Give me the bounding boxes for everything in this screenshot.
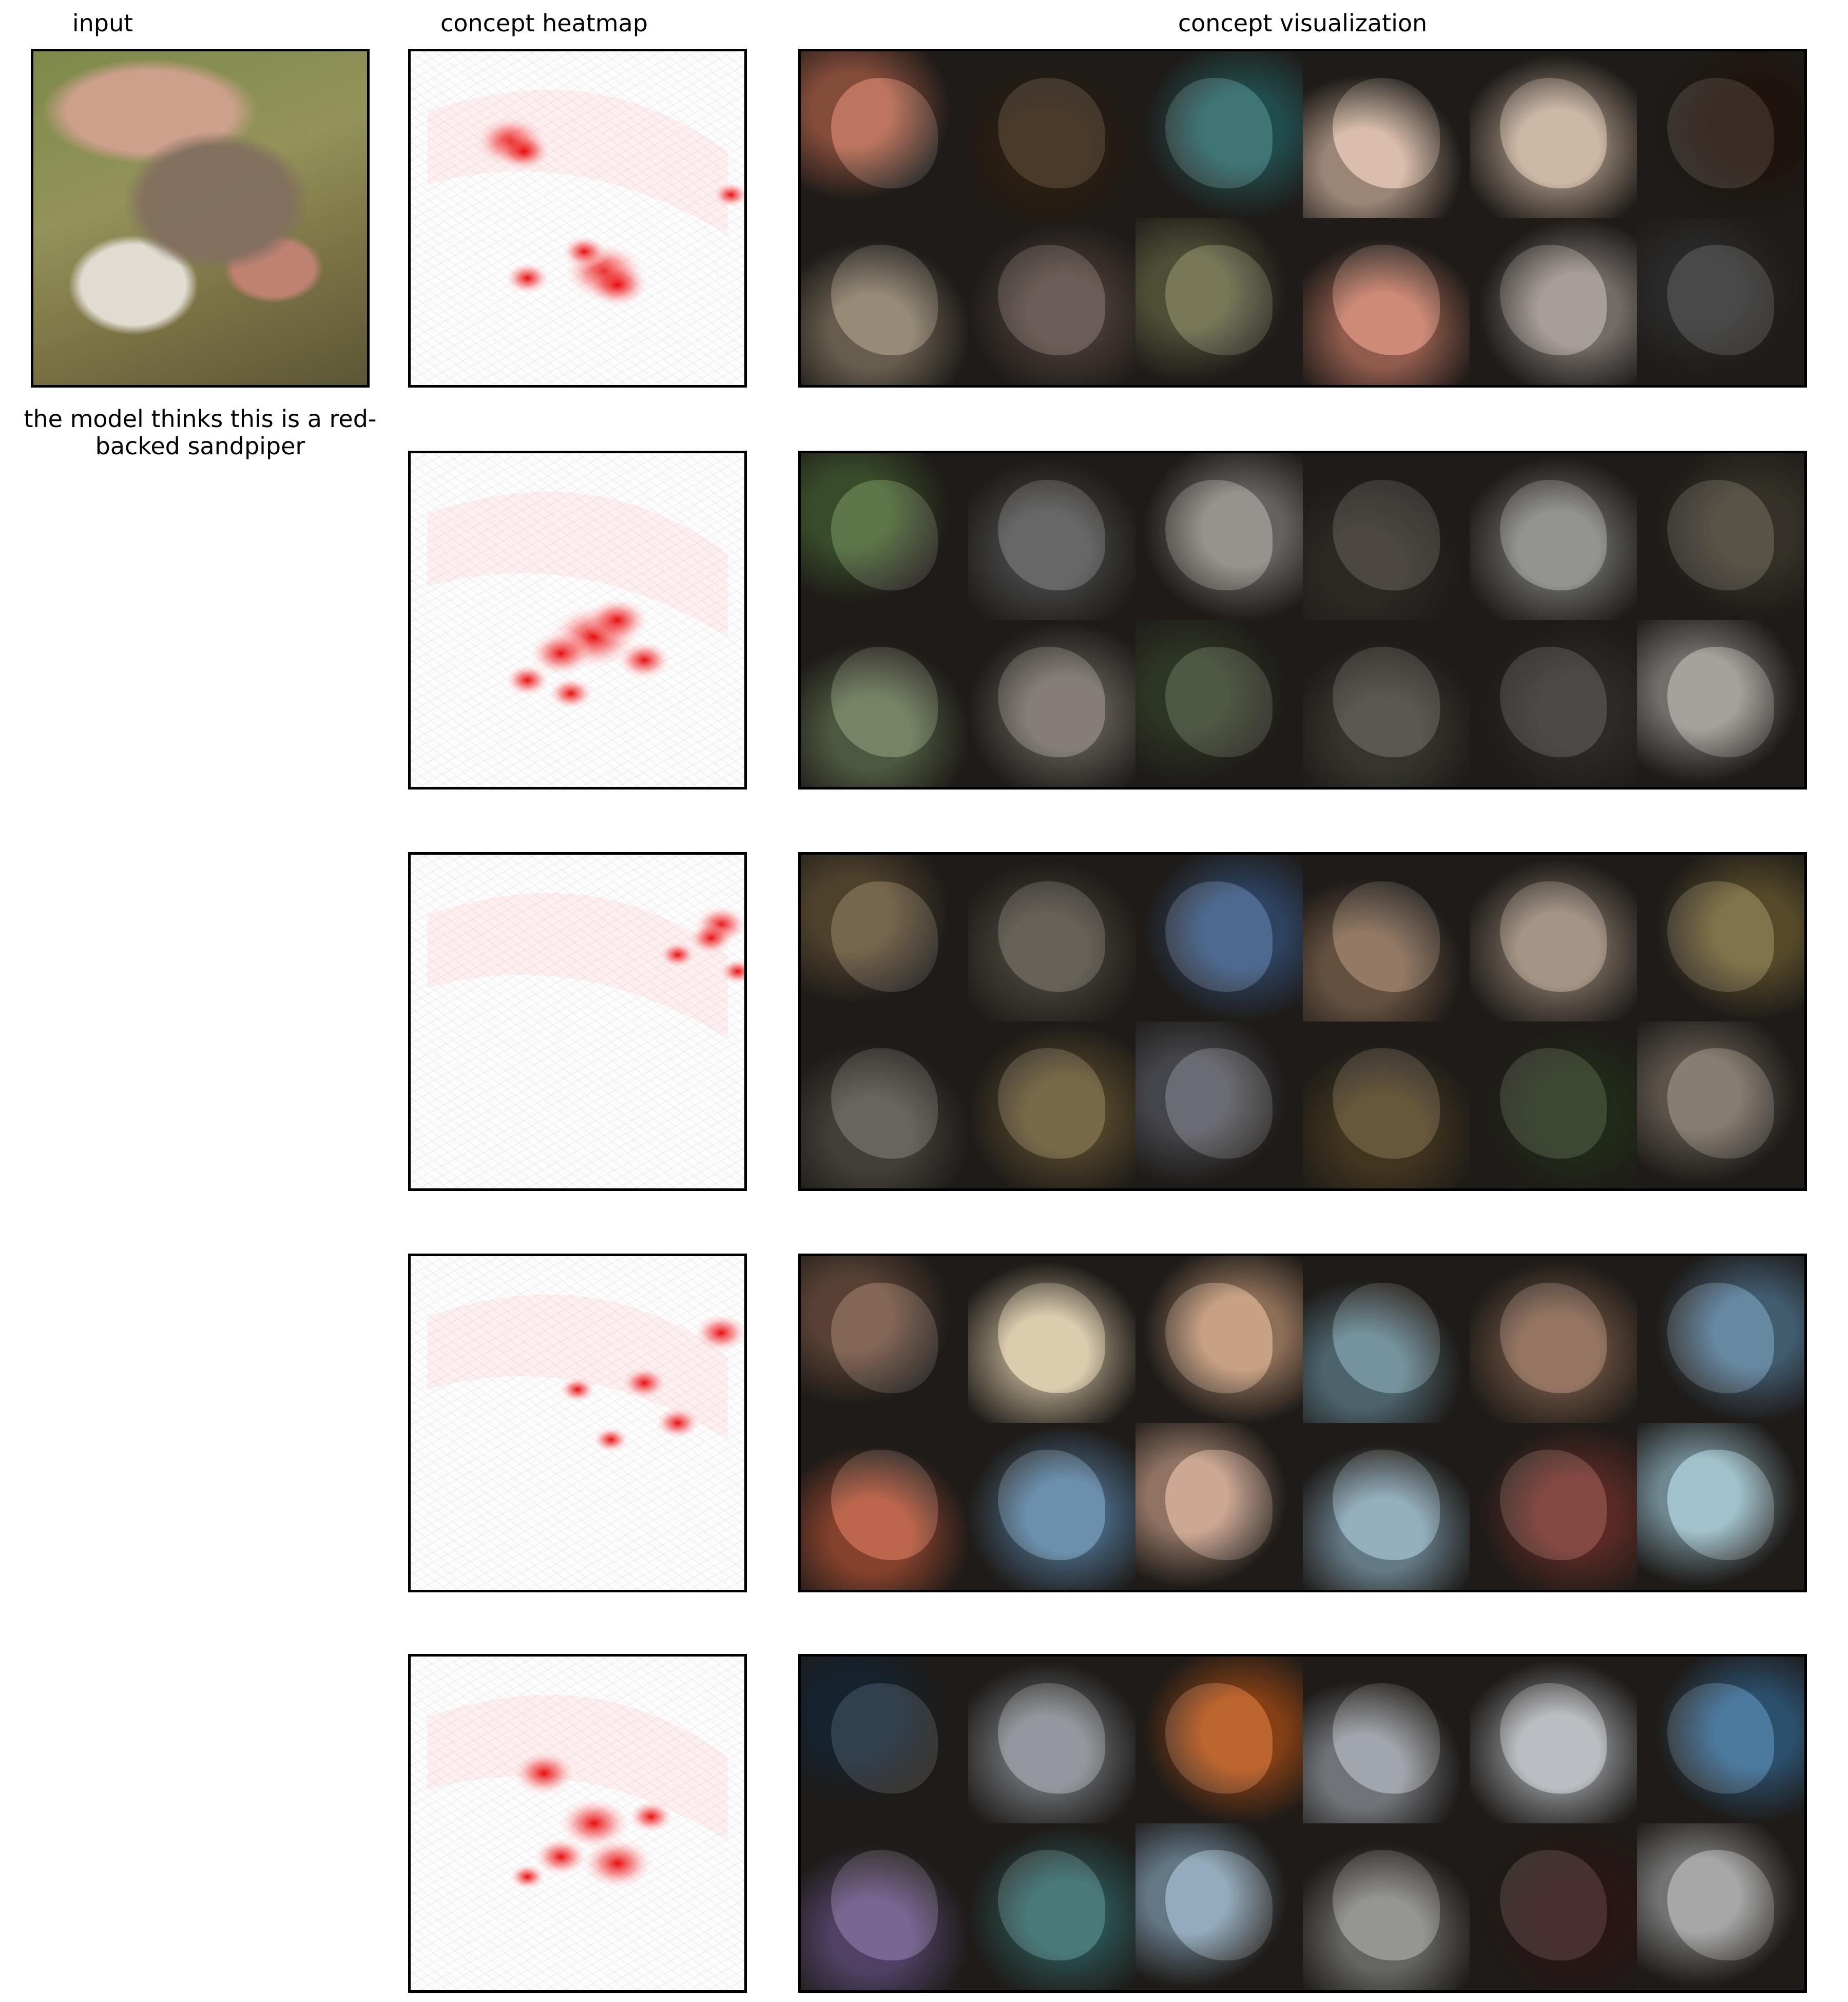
heat-spot [580,1837,655,1890]
concept-example-image [801,1823,968,1990]
concept-example-image [1135,218,1303,385]
concept-heatmap [408,49,747,388]
concept-heatmap [408,852,747,1191]
concept-heatmap [408,1254,747,1592]
concept-example-image [1302,855,1470,1022]
concept-example-image [1470,453,1638,620]
concept-visualization-grid [798,49,1807,388]
concept-example-image [968,1256,1135,1423]
concept-example-image [1302,1256,1470,1423]
heat-spot [509,1863,546,1890]
concept-example-image [1637,51,1804,218]
concept-visualization-grid [798,451,1807,790]
heat-spot [528,630,594,677]
concept-example-image [1637,1423,1804,1590]
concept-visualization-grid [798,1254,1807,1592]
concept-example-image [1302,1657,1470,1823]
concept-example-image [1302,620,1470,787]
concept-visualization-grid [798,1654,1807,1993]
heatmap-title: concept heatmap [440,9,648,37]
concept-example-image [1470,1657,1638,1823]
concept-example-image [1135,1256,1303,1423]
concept-heatmap [408,451,747,790]
heat-spot [561,235,608,268]
concept-example-image [801,453,968,620]
heat-spot [692,1313,744,1353]
concept-example-image [1637,218,1804,385]
visualization-title: concept visualization [1178,9,1428,37]
input-image [31,49,370,388]
concept-example-image [968,1423,1135,1590]
concept-example-image [1470,620,1638,787]
heat-spot [616,640,672,680]
concept-example-image [1470,1423,1638,1590]
concept-example-image [1470,855,1638,1022]
concept-example-image [1637,1256,1804,1423]
concept-example-image [801,1423,968,1590]
concept-example-image [1470,218,1638,385]
heat-spot [712,181,744,208]
concept-example-image [1470,1823,1638,1990]
heat-spot [496,131,552,171]
heat-spot [532,1837,589,1877]
concept-example-image [1302,1423,1470,1590]
concept-example-image [1135,1657,1303,1823]
concept-example-image [1302,218,1470,385]
concept-example-image [968,855,1135,1022]
concept-example-image [1135,1022,1303,1188]
concept-example-image [1135,620,1303,787]
concept-example-image [801,1256,968,1423]
concept-example-image [1637,1823,1804,1990]
concept-example-image [801,51,968,218]
concept-example-image [801,1657,968,1823]
concept-example-image [801,218,968,385]
concept-example-image [1637,1022,1804,1188]
concept-example-image [1302,51,1470,218]
heat-spot [556,1797,632,1850]
heat-spot [585,261,650,309]
concept-example-image [1637,453,1804,620]
concept-example-image [968,453,1135,620]
concept-example-image [968,1823,1135,1990]
concept-example-image [1637,620,1804,787]
concept-example-image [1135,51,1303,218]
concept-heatmap [408,1654,747,1993]
heat-spot [627,1800,675,1834]
heat-spot [504,663,551,697]
heat-spot [592,1426,630,1453]
heat-spot [504,261,551,295]
concept-example-image [1135,855,1303,1022]
concept-visualization-grid [798,852,1807,1191]
concept-example-image [801,855,968,1022]
concept-example-image [1135,1423,1303,1590]
concept-example-image [1470,1256,1638,1423]
concept-example-image [1637,855,1804,1022]
concept-example-image [1637,1657,1804,1823]
heat-spot [659,941,697,968]
heat-spot [687,921,735,955]
heat-spot [559,1376,596,1403]
concept-example-image [968,1657,1135,1823]
heat-spot [654,1406,701,1440]
concept-example-image [1302,1022,1470,1188]
prediction-caption: the model thinks this is a red-backed sa… [24,405,377,460]
concept-example-image [1302,453,1470,620]
concept-example-image [1135,453,1303,620]
concept-example-image [1470,1022,1638,1188]
concept-example-image [801,1022,968,1188]
concept-example-image [968,218,1135,385]
heat-spot [511,1750,577,1797]
heat-spot [585,596,650,644]
concept-example-image [1135,1823,1303,1990]
input-title: input [72,9,133,37]
heat-spot [719,958,744,985]
heat-spot [621,1366,668,1400]
concept-example-image [801,620,968,787]
concept-example-image [1470,51,1638,218]
heat-spot [547,677,594,710]
concept-example-image [968,51,1135,218]
concept-example-image [1302,1823,1470,1990]
concept-example-image [968,620,1135,787]
concept-example-image [968,1022,1135,1188]
